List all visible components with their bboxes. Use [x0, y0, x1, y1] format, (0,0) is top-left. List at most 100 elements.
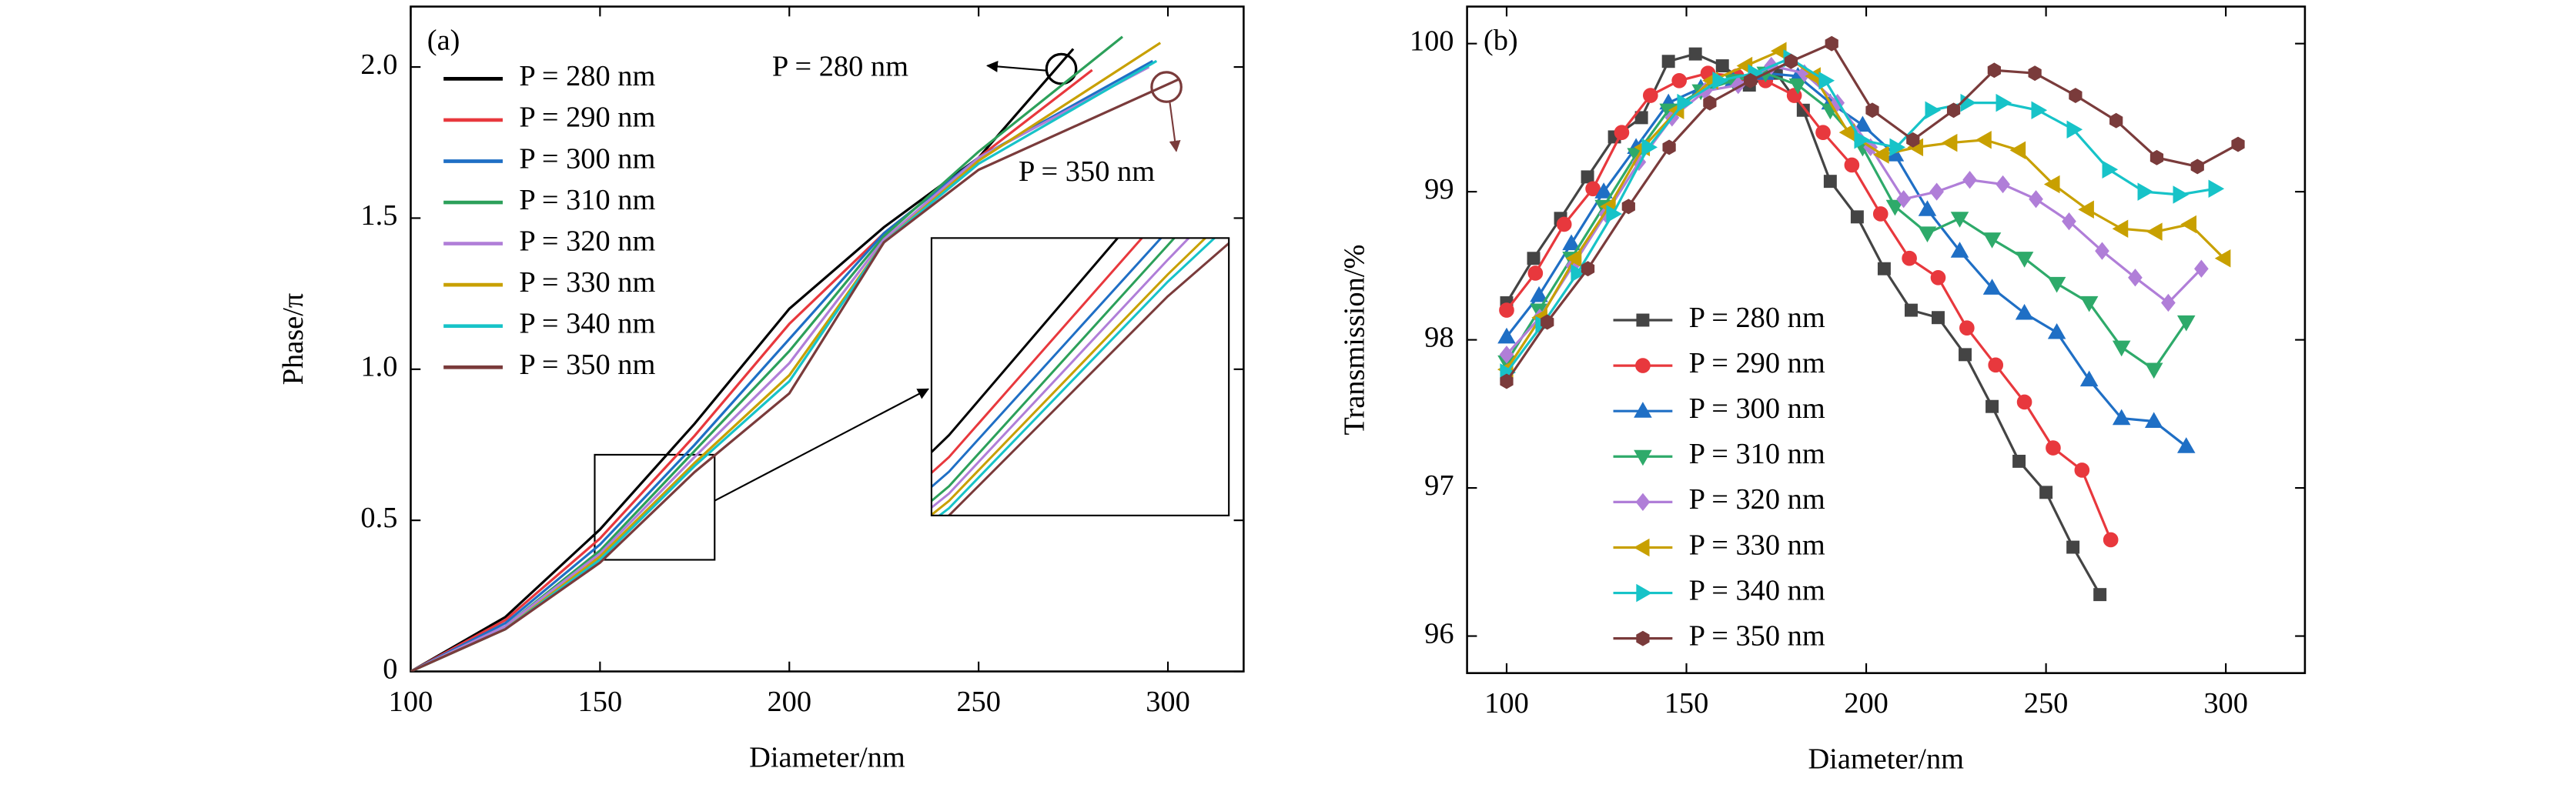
- marker: [1585, 181, 1601, 197]
- marker: [1581, 170, 1594, 184]
- panel-label: (a): [427, 24, 460, 56]
- x-axis-label: Diameter/nm: [749, 742, 905, 774]
- plot-frame: [1466, 5, 2307, 674]
- marker: [1986, 399, 1999, 413]
- y-tick-label: 96: [1424, 617, 1454, 649]
- marker: [1815, 125, 1831, 140]
- x-tick-label: 200: [767, 686, 811, 718]
- marker: [1930, 269, 1946, 285]
- marker: [1703, 95, 1717, 111]
- marker: [1959, 348, 1972, 362]
- marker: [2112, 340, 2131, 357]
- marker: [2194, 259, 2209, 278]
- inset-line: [937, 238, 1216, 516]
- marker: [1896, 190, 1911, 209]
- marker: [2176, 315, 2196, 332]
- marker: [1621, 199, 1635, 215]
- x-tick-label: 300: [2203, 687, 2248, 720]
- marker: [2102, 160, 2119, 179]
- marker: [2015, 252, 2034, 268]
- annotation: P = 280 nm: [772, 50, 908, 82]
- plot-area: [410, 35, 1180, 672]
- marker: [1788, 78, 1808, 95]
- marker: [1854, 130, 1871, 149]
- marker: [1904, 303, 1918, 317]
- marker: [2062, 212, 2076, 231]
- inset-line: [931, 238, 1176, 503]
- legend-label: P = 320 nm: [1689, 483, 1825, 516]
- marker: [2128, 269, 2143, 287]
- y-tick-label: 99: [1424, 173, 1454, 205]
- marker: [1987, 62, 2001, 78]
- marker: [1634, 449, 1652, 466]
- x-tick-label: 150: [1664, 687, 1709, 720]
- legend-label: P = 280 nm: [519, 60, 655, 92]
- marker: [2173, 185, 2190, 204]
- x-tick-label: 250: [956, 686, 1001, 718]
- y-tick-label: 100: [1410, 25, 1454, 57]
- marker: [2208, 179, 2225, 199]
- legend-label: P = 350 nm: [1689, 619, 1825, 652]
- marker: [2028, 65, 2042, 82]
- panel-label: (b): [1484, 24, 1518, 56]
- marker: [2103, 532, 2119, 548]
- marker: [1642, 88, 1658, 103]
- marker: [1975, 130, 1992, 149]
- x-axis-label: Diameter/nm: [1808, 743, 1964, 776]
- series-line: [1505, 49, 2225, 370]
- marker: [1853, 115, 1872, 132]
- legend-label: P = 310 nm: [1689, 438, 1825, 470]
- marker: [2079, 370, 2099, 387]
- marker: [1571, 264, 1587, 282]
- marker: [2047, 322, 2066, 339]
- legend-label: P = 350 nm: [519, 349, 655, 381]
- marker: [2079, 296, 2099, 312]
- y-axis-label: Transmission/%: [1338, 245, 1370, 436]
- marker: [1500, 373, 1514, 389]
- marker: [1634, 111, 1648, 125]
- x-tick-label: 100: [389, 686, 433, 718]
- y-axis-label: Phase/π: [277, 293, 309, 386]
- marker: [2066, 540, 2080, 554]
- marker: [1661, 55, 1675, 68]
- marker: [1844, 157, 1860, 173]
- marker: [1946, 102, 1961, 119]
- marker: [1902, 250, 1917, 266]
- marker: [1499, 302, 1514, 318]
- inset-frame: [930, 237, 1230, 516]
- marker: [1712, 71, 1729, 90]
- marker: [2095, 242, 2109, 260]
- marker: [1796, 103, 1810, 117]
- marker: [2015, 303, 2034, 320]
- marker: [1541, 314, 1554, 330]
- legend-label: P = 320 nm: [519, 225, 655, 257]
- marker: [2078, 200, 2094, 219]
- marker: [1988, 357, 2004, 373]
- marker: [1877, 262, 1891, 275]
- marker: [1865, 102, 1879, 119]
- legend-label: P = 310 nm: [519, 184, 655, 216]
- legend-label: P = 330 nm: [1689, 529, 1825, 561]
- marker: [1715, 59, 1729, 72]
- marker: [1562, 234, 1581, 251]
- marker: [2146, 222, 2163, 241]
- marker: [1850, 210, 1864, 224]
- y-tick-label: 1.0: [360, 351, 397, 383]
- marker: [2093, 588, 2107, 602]
- marker: [1641, 138, 1658, 157]
- marker: [1671, 72, 1687, 88]
- series-line: [410, 68, 1093, 672]
- y-tick-label: 97: [1424, 469, 1454, 502]
- marker: [1594, 182, 1613, 199]
- inset-plot: [931, 238, 1229, 516]
- marker: [2231, 136, 2245, 152]
- marker: [2144, 412, 2163, 429]
- legend-label: P = 330 nm: [519, 266, 655, 299]
- y-tick-label: 0.5: [360, 502, 397, 534]
- marker: [1634, 402, 1652, 418]
- y-tick-label: 0: [383, 653, 397, 685]
- marker: [2137, 182, 2154, 201]
- legend-label: P = 290 nm: [519, 102, 655, 134]
- marker: [1527, 265, 1544, 281]
- marker: [2112, 219, 2129, 239]
